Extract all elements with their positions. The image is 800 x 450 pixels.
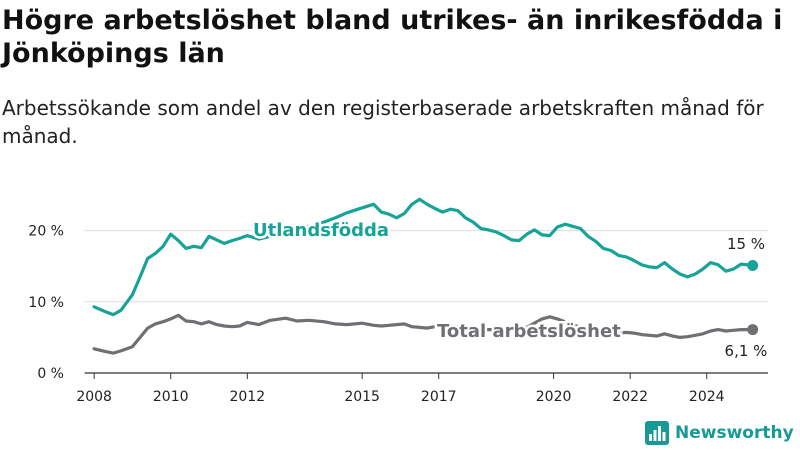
x-tick-label: 2012 bbox=[229, 389, 265, 405]
end-point-marker bbox=[747, 324, 759, 336]
x-tick-label: 2022 bbox=[612, 389, 648, 405]
x-tick-label: 2020 bbox=[536, 389, 572, 405]
x-tick-label: 2015 bbox=[344, 389, 380, 405]
x-tick-label: 2017 bbox=[421, 389, 457, 405]
series-line-utlandsfodda bbox=[92, 197, 755, 317]
y-tick-label: 0 % bbox=[37, 366, 64, 382]
y-tick-label: 10 % bbox=[28, 295, 64, 311]
newsworthy-logo[interactable]: Newsworthy bbox=[645, 420, 794, 446]
y-tick-label: 20 % bbox=[28, 224, 64, 240]
x-tick-label: 2010 bbox=[153, 389, 189, 405]
bar-chart-logo-icon bbox=[645, 421, 669, 445]
series-line-total bbox=[92, 313, 755, 355]
series-label-total: Total arbetslöshet bbox=[437, 321, 621, 342]
end-value-label-utlandsfodda: 15 % bbox=[727, 235, 765, 253]
chart-subtitle: Arbetssökande som andel av den registerb… bbox=[2, 96, 764, 148]
brand-name: Newsworthy bbox=[675, 423, 794, 443]
chart-title: Högre arbetslöshet bland utrikes- än inr… bbox=[2, 5, 783, 69]
end-point-marker bbox=[747, 259, 759, 271]
series-label-utlandsfodda: Utlandsfödda bbox=[253, 220, 389, 241]
x-tick-label: 2008 bbox=[76, 389, 112, 405]
end-value-label-total: 6,1 % bbox=[725, 342, 768, 360]
x-tick-label: 2024 bbox=[689, 389, 725, 405]
